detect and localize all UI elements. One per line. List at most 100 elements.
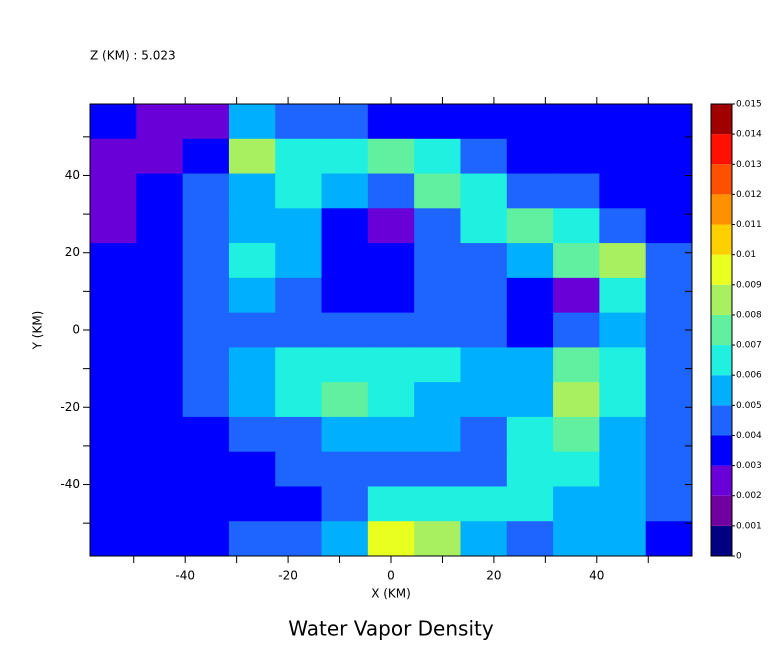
contour-cell	[367, 243, 415, 279]
colorbar-band	[711, 435, 732, 466]
contour-cell	[182, 243, 230, 279]
contour-cell	[553, 347, 600, 383]
contour-cell	[136, 104, 184, 140]
contour-cell	[460, 521, 508, 557]
colorbar-band	[711, 405, 732, 436]
contour-cell	[645, 277, 693, 314]
colorbar-band	[711, 254, 732, 285]
contour-cell	[90, 277, 137, 314]
contour-cell	[182, 451, 230, 487]
contour-cell	[90, 486, 137, 522]
contour-cell	[321, 138, 369, 175]
contour-cell	[321, 486, 369, 522]
contour-cell	[599, 312, 647, 348]
contour-cell	[228, 138, 276, 175]
contour-cell	[136, 138, 184, 175]
y-axis-label: Y (KM)	[31, 311, 45, 351]
contour-cell	[414, 347, 461, 383]
contour-cell	[182, 104, 230, 140]
colorbar-band	[711, 465, 732, 496]
contour-cell	[228, 382, 276, 418]
contour-cell	[599, 382, 647, 418]
colorbar-band	[711, 314, 732, 346]
contour-cell	[645, 486, 693, 522]
contour-cell	[460, 277, 508, 314]
contour-cell	[414, 104, 461, 140]
contour-cell	[553, 208, 600, 244]
colorbar-label: 0.013	[736, 160, 762, 170]
contour-cell	[460, 382, 508, 418]
x-axis-label: X (KM)	[371, 587, 411, 601]
contour-cell	[367, 138, 415, 175]
axes: -40 -20 0 20 40 -40 -20 0 20 40	[60, 97, 693, 583]
contour-cell	[90, 312, 137, 348]
contour-cell	[367, 382, 415, 418]
contour-cell	[367, 347, 415, 383]
contour-cell	[506, 173, 554, 209]
colorbar-band	[711, 134, 732, 165]
contour-cell	[460, 347, 508, 383]
contour-cell	[367, 277, 415, 314]
chart-title: Water Vapor Density	[288, 617, 494, 641]
contour-cell	[275, 486, 323, 522]
colorbar-band	[711, 345, 732, 376]
contour-cell	[645, 382, 693, 418]
contour-cell	[414, 521, 461, 557]
contour-cell	[275, 208, 323, 244]
colorbar-label: 0.011	[736, 220, 762, 230]
x-tick-label: -20	[278, 569, 298, 583]
y-tick-label: -20	[60, 400, 80, 414]
contour-cell	[136, 347, 184, 383]
contour-cell	[90, 243, 137, 279]
contour-cell	[367, 312, 415, 348]
contour-cell	[182, 312, 230, 348]
contour-cell	[275, 312, 323, 348]
contour-cell	[506, 382, 554, 418]
contour-cell	[414, 243, 461, 279]
contour-cell	[553, 416, 600, 453]
x-tick-label: 20	[486, 569, 501, 583]
contour-cell	[136, 521, 184, 557]
contour-cell	[414, 138, 461, 175]
contour-cell	[90, 451, 137, 487]
y-tick-label: 0	[72, 323, 80, 337]
contour-cell	[599, 243, 647, 279]
colorbar-label: 0.009	[736, 280, 762, 290]
contour-cell	[506, 208, 554, 244]
colorbar-label: 0.014	[736, 130, 762, 140]
colorbar-label: 0.006	[736, 371, 762, 381]
contour-cell	[506, 416, 554, 453]
contour-cell	[228, 277, 276, 314]
contour-cell	[228, 243, 276, 279]
contour-cell	[599, 451, 647, 487]
x-tick-label: 0	[387, 569, 395, 583]
contour-cell	[136, 451, 184, 487]
contour-cell	[506, 243, 554, 279]
contour-cell	[275, 277, 323, 314]
colorbar-band	[711, 194, 732, 225]
contour-cell	[460, 312, 508, 348]
contour-cell	[321, 104, 369, 140]
x-tick-label: -40	[175, 569, 195, 583]
contour-cell	[275, 521, 323, 557]
contour-cell	[506, 486, 554, 522]
contour-cell	[599, 173, 647, 209]
contour-cell	[599, 416, 647, 453]
contour-cell	[367, 521, 415, 557]
contour-cell	[506, 347, 554, 383]
contour-cell	[90, 173, 137, 209]
contour-cell	[90, 416, 137, 453]
contour-cell	[182, 277, 230, 314]
contour-cell	[321, 243, 369, 279]
contour-cell	[228, 416, 276, 453]
contour-cell	[275, 416, 323, 453]
colorbar-band	[711, 495, 732, 526]
contour-cell	[599, 138, 647, 175]
colorbar-band	[711, 224, 732, 255]
contour-cell	[460, 104, 508, 140]
contour-cell	[414, 173, 461, 209]
colorbar-label: 0.003	[736, 461, 762, 471]
contour-cell	[414, 312, 461, 348]
colorbar: 0 0.001 0.002 0.003 0.004 0.005 0.006 0.007 0.00…	[710, 100, 762, 562]
